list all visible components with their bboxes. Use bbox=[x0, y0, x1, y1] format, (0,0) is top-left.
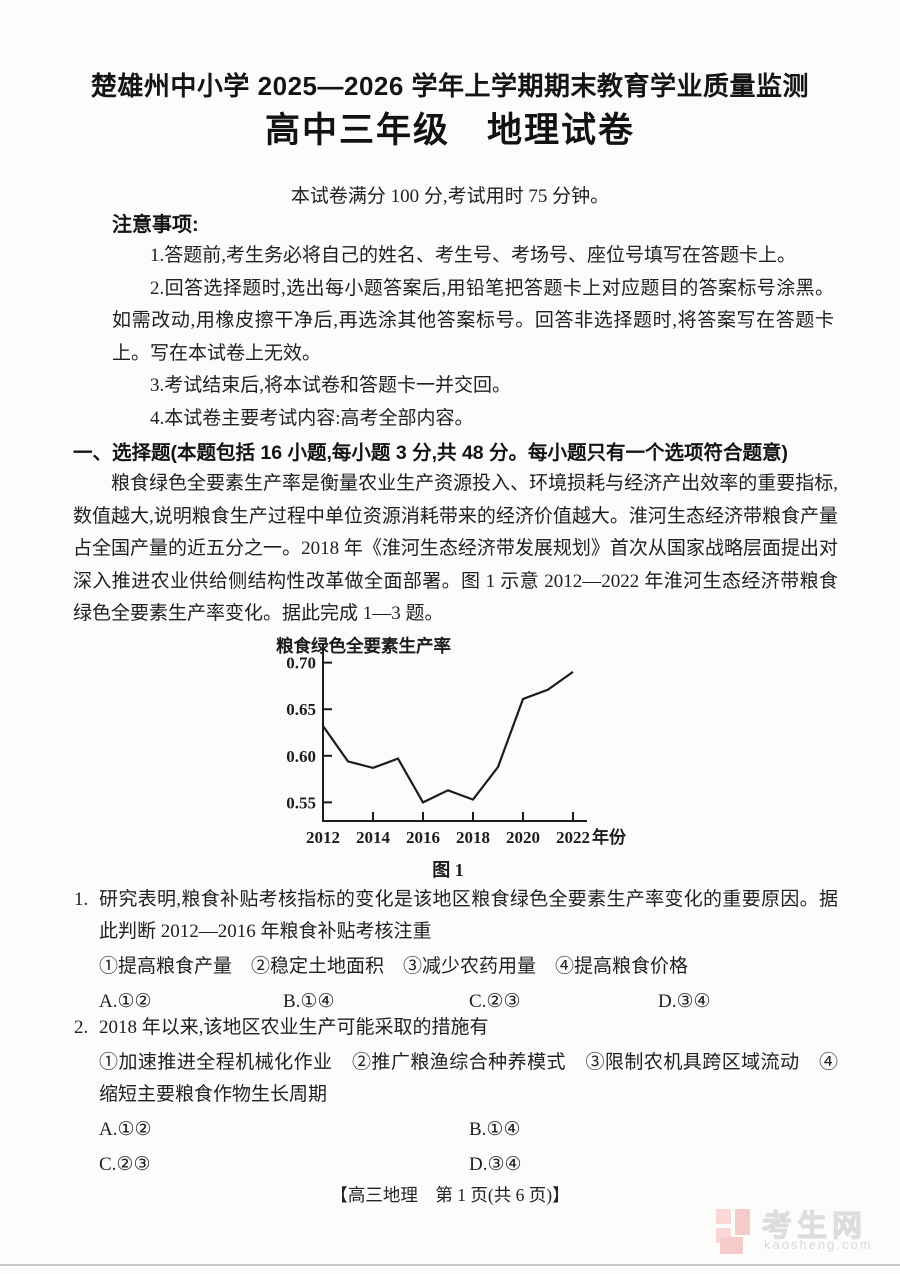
kaosheng-watermark: 考生网 kaosheng.com bbox=[714, 1203, 889, 1259]
kaosheng-logo-block bbox=[720, 1237, 743, 1254]
kaosheng-logo-block bbox=[716, 1209, 731, 1224]
svg-text:0.55: 0.55 bbox=[286, 793, 316, 812]
notice-list: 1.答题前,考生务必将自己的姓名、考生号、考场号、座位号填写在答题卡上。 2.回… bbox=[112, 240, 834, 435]
svg-text:2020: 2020 bbox=[506, 828, 540, 847]
question-2: 2. 2018 年以来,该地区农业生产可能采取的措施有 ①加速推进全程机械化作业… bbox=[73, 1012, 838, 1181]
question-1: 1. 研究表明,粮食补贴考核指标的变化是该地区粮食绿色全要素生产率变化的重要原因… bbox=[73, 884, 838, 1018]
kaosheng-logo-block bbox=[735, 1209, 750, 1235]
question-2-choice-d: D.③④ bbox=[469, 1154, 522, 1175]
question-2-choice-b: B.①④ bbox=[469, 1119, 521, 1140]
question-2-text: 2018 年以来,该地区农业生产可能采取的措施有 bbox=[99, 1017, 489, 1038]
exam-title-line2: 高中三年级 地理试卷 bbox=[264, 111, 635, 150]
section-one-heading: 一、选择题(本题包括 16 小题,每小题 3 分,共 48 分。每小题只有一个选… bbox=[73, 442, 789, 464]
svg-text:2016: 2016 bbox=[406, 828, 440, 847]
kaosheng-watermark-en-text: kaosheng.com bbox=[764, 1237, 873, 1252]
question-1-choice-d: D.③④ bbox=[658, 991, 711, 1012]
svg-text:2022: 2022 bbox=[556, 828, 590, 847]
bottom-scan-edge-line bbox=[0, 1264, 900, 1266]
question-2-choice-a: A.①② bbox=[99, 1119, 152, 1140]
kaosheng-watermark-cn-text: 考生网 bbox=[762, 1210, 867, 1244]
svg-text:2018: 2018 bbox=[456, 828, 490, 847]
figure-1-chart: 0.55 0.60 0.65 0.70 2012 2014 2016 2018 2020 2022… bbox=[275, 636, 675, 884]
svg-text:年份: 年份 bbox=[592, 827, 627, 847]
question-1-choices: A.①② B.①④ C.②③ D.③④ bbox=[73, 986, 838, 1018]
page-footer: 【高三地理 第 1 页(共 6 页)】 bbox=[330, 1185, 570, 1205]
notice-item-4: 4.本试卷主要考试内容:高考全部内容。 bbox=[150, 407, 474, 429]
section-one-intro-paragraph: 粮食绿色全要素生产率是衡量农业生产资源投入、环境损耗与经济产出效率的重要指标,数… bbox=[73, 473, 838, 624]
svg-text:2012: 2012 bbox=[306, 828, 340, 847]
svg-text:0.65: 0.65 bbox=[286, 700, 316, 719]
svg-text:粮食绿色全要素生产率: 粮食绿色全要素生产率 bbox=[276, 636, 451, 656]
question-1-choice-b: B.①④ bbox=[283, 991, 335, 1012]
question-2-number: 2. bbox=[74, 1017, 89, 1038]
question-1-choice-c: C.②③ bbox=[469, 991, 521, 1012]
question-2-choices-row-2: C.②③ D.③④ bbox=[73, 1149, 838, 1181]
question-1-text: 研究表明,粮食补贴考核指标的变化是该地区粮食绿色全要素生产率变化的重要原因。据此… bbox=[99, 889, 838, 942]
svg-text:图 1: 图 1 bbox=[432, 860, 464, 880]
notice-item-1: 1.答题前,考生务必将自己的姓名、考生号、考场号、座位号填写在答题卡上。 bbox=[150, 245, 797, 266]
notice-heading: 注意事项: bbox=[112, 214, 199, 236]
question-2-stem: 2. 2018 年以来,该地区农业生产可能采取的措施有 bbox=[73, 1012, 838, 1044]
line-chart-svg: 0.55 0.60 0.65 0.70 2012 2014 2016 2018 2020 2022… bbox=[276, 636, 627, 880]
question-2-numbered-options: ①加速推进全程机械化作业 ②推广粮渔综合种养模式 ③限制农机具跨区域流动 ④缩短… bbox=[99, 1052, 838, 1105]
exam-info-line: 本试卷满分 100 分,考试用时 75 分钟。 bbox=[290, 186, 610, 207]
svg-text:0.60: 0.60 bbox=[286, 747, 316, 766]
notice-item-3: 3.考试结束后,将本试卷和答题卡一并交回。 bbox=[150, 375, 512, 396]
question-1-number: 1. bbox=[74, 889, 89, 910]
notice-item-2: 2.回答选择题时,选出每小题答案后,用铅笔把答题卡上对应题目的答案标号涂黑。如需… bbox=[112, 277, 834, 364]
question-1-numbered-options: ①提高粮食产量 ②稳定土地面积 ③减少农药用量 ④提高粮食价格 bbox=[99, 956, 689, 977]
question-2-choice-c: C.②③ bbox=[99, 1154, 151, 1175]
exam-title-line1: 楚雄州中小学 2025—2026 学年上学期期末教育学业质量监测 bbox=[90, 71, 810, 101]
question-1-stem: 1. 研究表明,粮食补贴考核指标的变化是该地区粮食绿色全要素生产率变化的重要原因… bbox=[73, 884, 838, 948]
question-1-choice-a: A.①② bbox=[99, 991, 152, 1012]
svg-text:0.70: 0.70 bbox=[286, 654, 316, 673]
question-2-choices-row-1: A.①② B.①④ bbox=[73, 1114, 838, 1146]
svg-text:2014: 2014 bbox=[356, 828, 391, 847]
